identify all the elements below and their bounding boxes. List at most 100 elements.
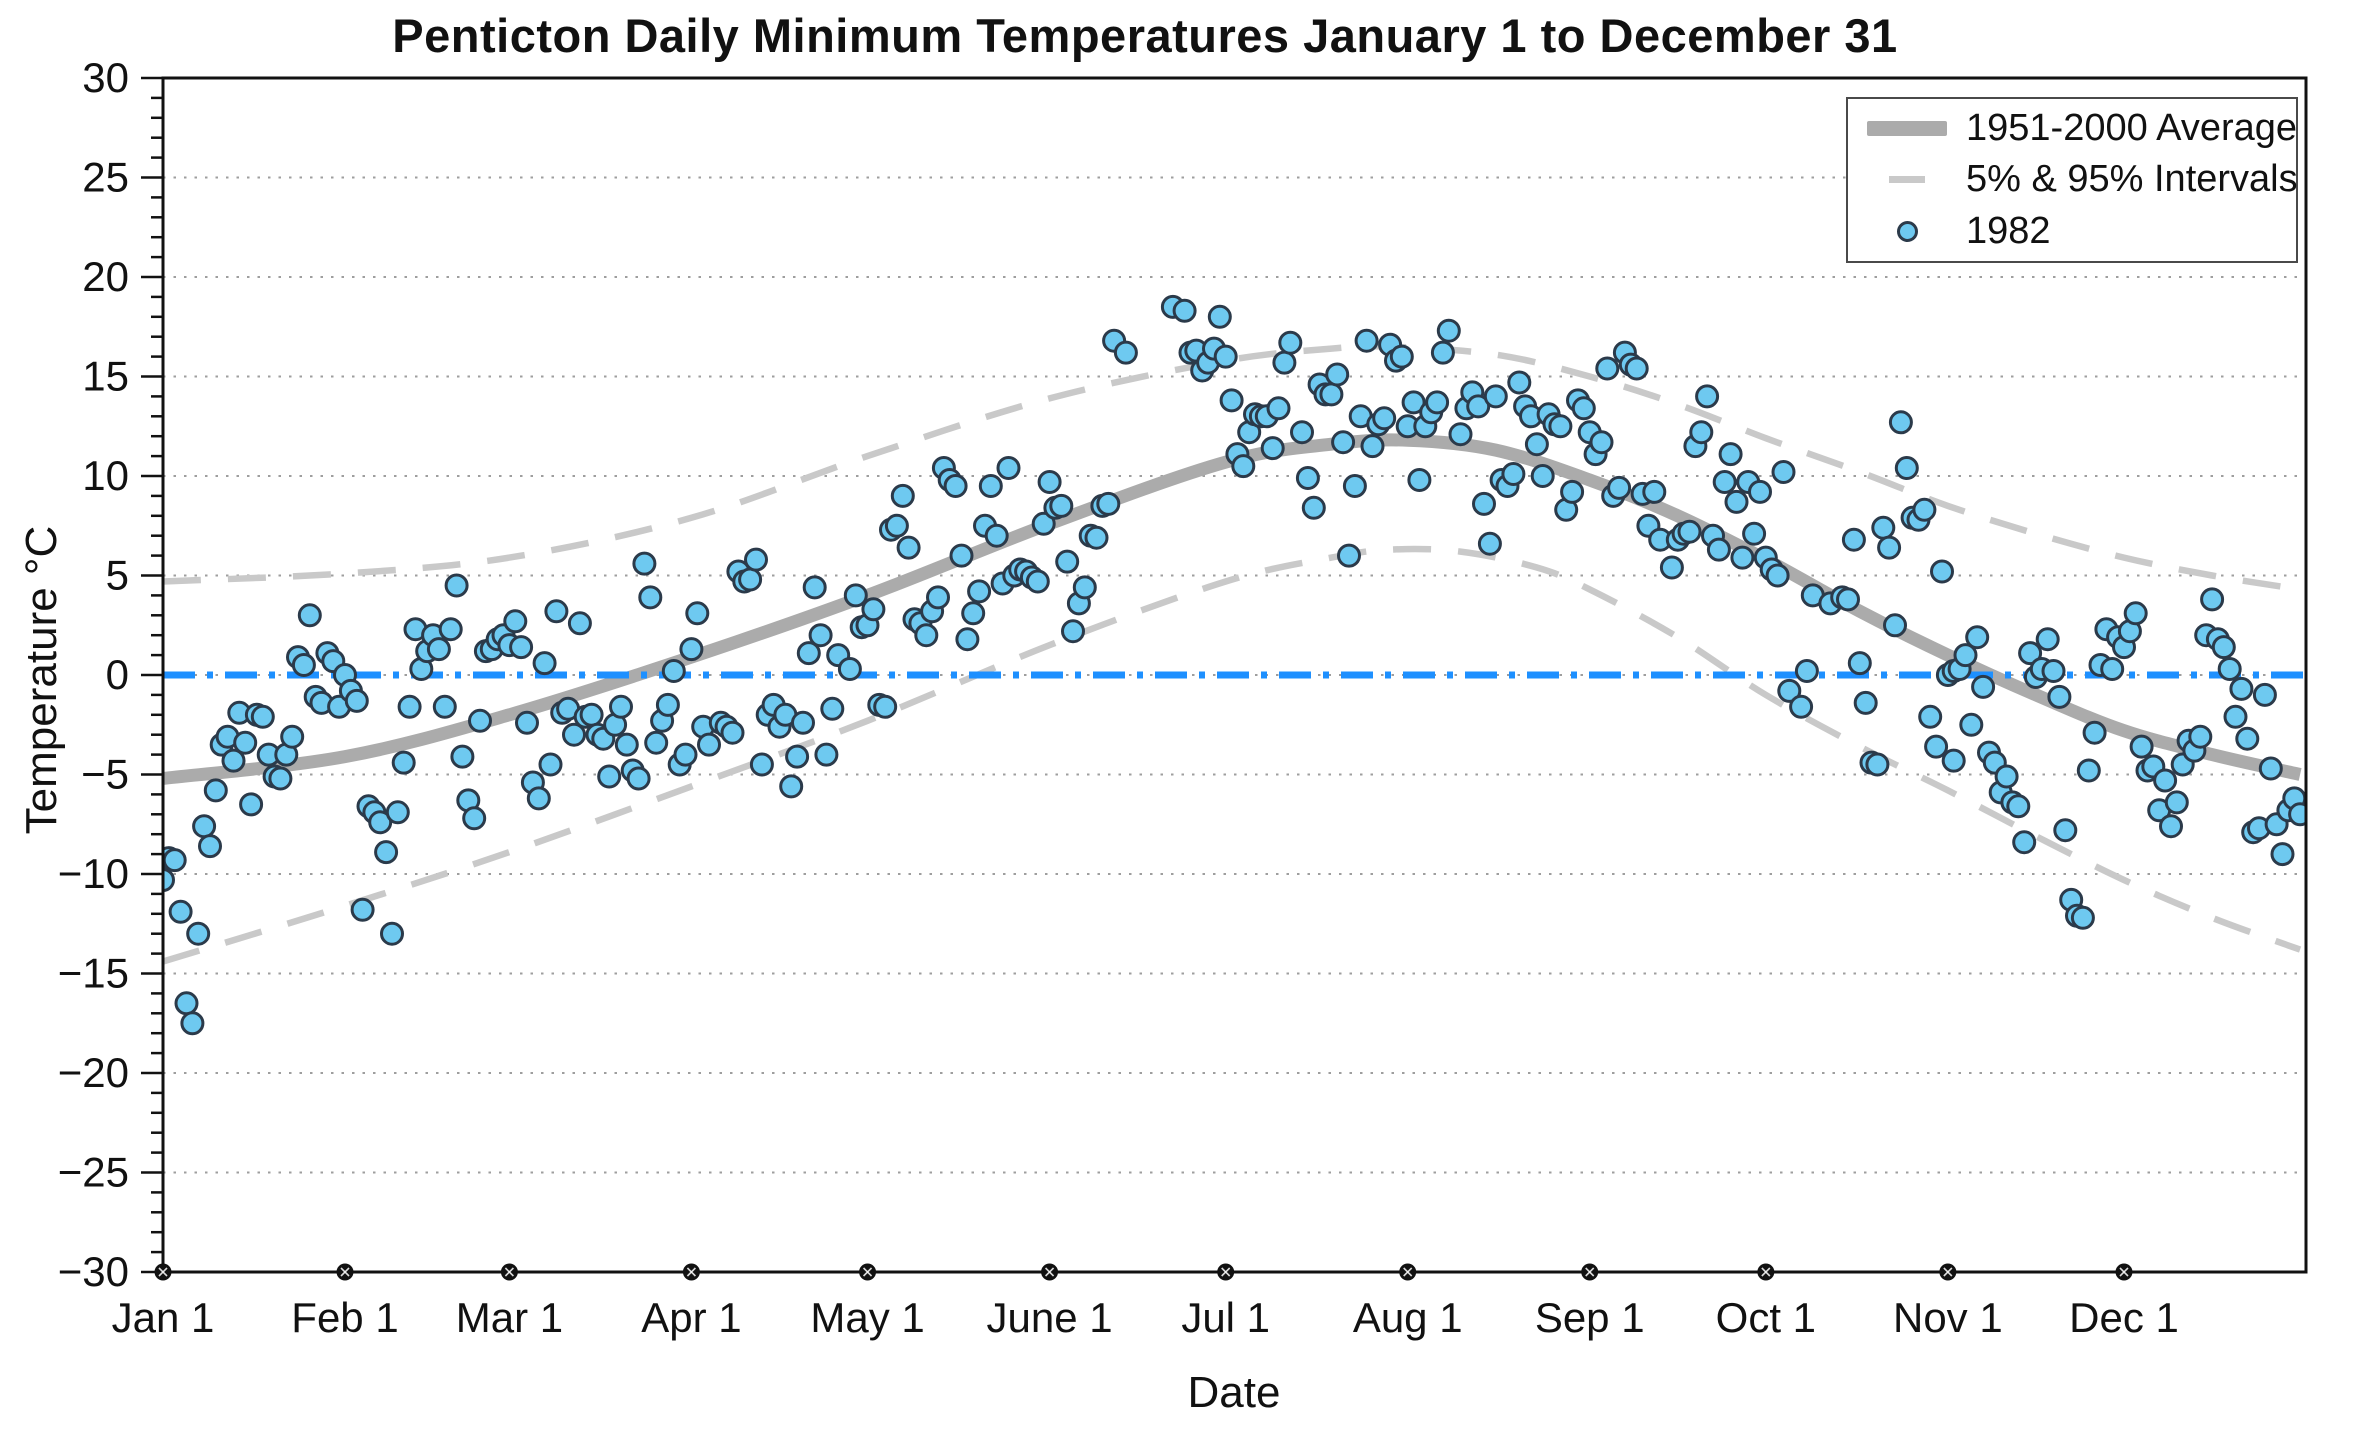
data-point-1982 [2258, 756, 2283, 781]
data-point-1982 [861, 597, 886, 622]
data-point-1982 [626, 766, 651, 791]
data-point-1982 [749, 752, 774, 777]
legend-label-1982: 1982 [1966, 209, 2051, 252]
data-point-1982 [2159, 814, 2183, 839]
data-point-1982 [738, 567, 763, 592]
data-point-1982 [1624, 356, 1649, 381]
data-point-1982 [1389, 344, 1414, 369]
legend-entry-1982: 1982 [1848, 210, 2296, 253]
data-point-1982 [567, 611, 592, 636]
legend-label-intervals: 5% & 95% Intervals [1966, 158, 2298, 201]
data-point-1982 [462, 806, 487, 831]
data-point-1982 [2223, 704, 2248, 729]
y-tick-label: 20 [82, 253, 129, 300]
data-point-1982 [1530, 464, 1555, 488]
data-point-1982 [2082, 720, 2107, 745]
x-tick-label: Jan 1 [112, 1294, 215, 1341]
data-point-1982 [1560, 479, 1585, 504]
data-point-1982 [515, 710, 539, 735]
y-axis: 30 25 20 15 10 5 0 −5 −10 −15 −20 −25 −30 [58, 54, 163, 1295]
data-point-1982 [1953, 643, 1978, 668]
legend-label-average: 1951-2000 Average [1966, 107, 2298, 150]
data-point-1982 [2252, 682, 2277, 707]
y-tick-label: −5 [81, 751, 129, 798]
data-point-1982 [1930, 559, 1954, 584]
data-point-1982 [2129, 734, 2154, 759]
data-point-1982 [1466, 394, 1491, 419]
data-point-1982 [837, 657, 862, 681]
data-point-1982 [1994, 764, 2019, 789]
y-tick-label: 5 [106, 552, 129, 599]
data-point-1982 [268, 766, 293, 791]
data-point-1982 [1718, 442, 1743, 467]
data-point-1982 [1847, 651, 1872, 676]
data-point-1982 [685, 601, 710, 626]
data-point-1982 [297, 603, 322, 628]
data-point-1982 [679, 637, 704, 662]
x-tick-label: Feb 1 [291, 1294, 398, 1341]
data-point-1982 [1877, 535, 1902, 560]
data-point-1982 [1084, 525, 1109, 550]
data-point-1982 [1971, 674, 1996, 699]
data-point-1982 [1853, 690, 1878, 715]
data-point-1982 [1789, 694, 1814, 719]
y-tick-label: −30 [58, 1248, 129, 1295]
data-point-1982 [444, 573, 469, 598]
data-point-1982 [1959, 712, 1984, 737]
data-point-1982 [1524, 432, 1549, 457]
data-point-1982 [1589, 430, 1614, 455]
data-point-1982 [2047, 684, 2072, 709]
data-point-1982 [1037, 470, 1062, 494]
data-point-1982 [350, 897, 375, 922]
data-point-1982 [1883, 613, 1907, 638]
x-tick-label: Oct 1 [1716, 1294, 1816, 1341]
data-point-1982 [955, 627, 980, 652]
data-point-1982 [1430, 340, 1455, 365]
data-point-1982 [1172, 298, 1197, 323]
data-point-1982 [1360, 434, 1385, 459]
x-tick-label: June 1 [987, 1294, 1113, 1341]
data-point-1982 [468, 708, 492, 733]
data-point-1982 [368, 810, 393, 835]
data-point-1982 [2288, 802, 2306, 827]
data-point-1982 [961, 601, 986, 626]
data-point-1982 [1436, 318, 1461, 343]
y-tick-label: 15 [82, 353, 129, 400]
data-point-1982 [1260, 436, 1285, 461]
data-point-1982 [163, 848, 187, 873]
data-point-1982 [1278, 330, 1303, 355]
data-point-1982 [391, 750, 416, 775]
data-point-1982 [1607, 475, 1632, 500]
data-point-1982 [1836, 587, 1860, 612]
x-tick-label: Jul 1 [1181, 1294, 1270, 1341]
data-point-1982 [426, 637, 451, 662]
data-point-1982 [168, 899, 193, 924]
data-point-1982 [180, 1011, 205, 1036]
data-point-1982 [785, 744, 810, 769]
data-point-1982 [2076, 758, 2101, 783]
data-point-1982 [380, 921, 404, 946]
data-point-1982 [1748, 479, 1772, 504]
data-point-1982 [450, 744, 475, 769]
data-point-1982 [2041, 659, 2066, 683]
data-point-1982 [1730, 545, 1755, 570]
data-point-1982 [1841, 527, 1866, 552]
data-point-1982 [174, 991, 199, 1016]
data-point-1982 [673, 742, 698, 767]
y-tick-label: −25 [58, 1149, 129, 1196]
data-point-1982 [943, 474, 968, 498]
legend: 1951-2000 Average 5% & 95% Intervals 198… [1846, 97, 2298, 263]
data-point-1982 [2053, 818, 2078, 843]
data-point-1982 [949, 543, 974, 568]
data-point-1982 [914, 623, 939, 648]
x-tick-label: Dec 1 [2069, 1294, 2179, 1341]
data-point-1982 [385, 800, 410, 825]
data-point-1982 [1290, 420, 1314, 445]
data-point-1982 [796, 641, 821, 666]
data-point-1982 [192, 814, 217, 839]
data-point-1982 [1319, 382, 1344, 407]
data-point-1982 [1113, 340, 1138, 365]
interval-5-curve [163, 545, 2302, 965]
